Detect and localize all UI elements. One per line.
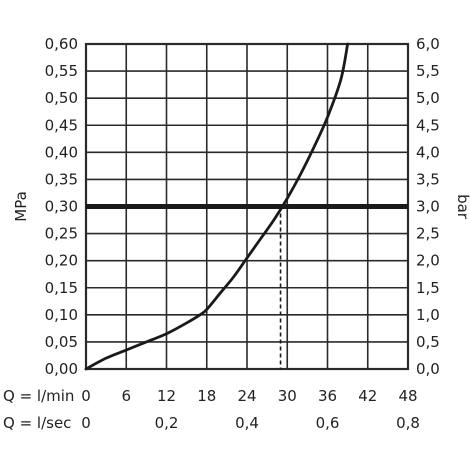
x-axis-row-label: Q = l/min bbox=[3, 387, 74, 405]
right-tick-label: 5,5 bbox=[416, 62, 440, 80]
x-tick-label: 0 bbox=[81, 414, 91, 432]
right-tick-label: 2,0 bbox=[416, 252, 440, 270]
left-tick-label: 0,35 bbox=[45, 170, 78, 188]
right-tick-label: 0,5 bbox=[416, 333, 440, 351]
x-tick-label: 12 bbox=[157, 387, 176, 405]
curve-group bbox=[84, 42, 350, 371]
x-axis-row-label: Q = l/sec bbox=[3, 414, 71, 432]
right-tick-label: 6,0 bbox=[416, 35, 440, 53]
x-tick-label: 24 bbox=[237, 387, 256, 405]
left-tick-label: 0,00 bbox=[45, 360, 78, 378]
left-tick-label: 0,55 bbox=[45, 62, 78, 80]
x-tick-label: 0,8 bbox=[396, 414, 420, 432]
x-axis-rows: Q = l/min 0 6 12 18 24 30 36 42 48 Q = l/sec 0 0,2 0,… bbox=[3, 387, 420, 432]
right-tick-label: 1,5 bbox=[416, 279, 440, 297]
x-tick-label: 0 bbox=[81, 387, 91, 405]
x-tick-label: 0,6 bbox=[316, 414, 340, 432]
right-tick-label: 4,0 bbox=[416, 143, 440, 161]
x-tick-label: 36 bbox=[318, 387, 337, 405]
left-tick-label: 0,30 bbox=[45, 198, 78, 216]
left-tick-label: 0,05 bbox=[45, 333, 78, 351]
right-tick-label: 4,5 bbox=[416, 116, 440, 134]
x-tick-label: 18 bbox=[197, 387, 216, 405]
right-tick-label: 1,0 bbox=[416, 306, 440, 324]
left-tick-label: 0,10 bbox=[45, 306, 78, 324]
flow-curve bbox=[84, 42, 350, 371]
left-tick-label: 0,45 bbox=[45, 116, 78, 134]
right-tick-labels: 0,0 0,5 1,0 1,5 2,0 2,5 3,0 3,5 4,0 4,5 5,0 5,5 6,0 bbox=[416, 35, 440, 378]
right-axis-title: bar bbox=[454, 194, 470, 220]
x-tick-label: 42 bbox=[358, 387, 377, 405]
x-tick-label: 0,2 bbox=[155, 414, 179, 432]
left-tick-label: 0,60 bbox=[45, 35, 78, 53]
left-tick-label: 0,25 bbox=[45, 225, 78, 243]
left-tick-label: 0,15 bbox=[45, 279, 78, 297]
right-tick-label: 3,5 bbox=[416, 170, 440, 188]
left-tick-label: 0,50 bbox=[45, 89, 78, 107]
x-tick-label: 48 bbox=[398, 387, 417, 405]
right-tick-label: 3,0 bbox=[416, 198, 440, 216]
left-tick-label: 0,20 bbox=[45, 252, 78, 270]
reference-line-group bbox=[86, 204, 408, 369]
right-tick-label: 0,0 bbox=[416, 360, 440, 378]
right-tick-label: 2,5 bbox=[416, 225, 440, 243]
x-tick-label: 6 bbox=[121, 387, 131, 405]
x-tick-label: 30 bbox=[278, 387, 297, 405]
x-tick-label: 0,4 bbox=[235, 414, 259, 432]
left-tick-label: 0,40 bbox=[45, 143, 78, 161]
left-axis-title: MPa bbox=[12, 191, 30, 222]
left-tick-labels: 0,00 0,05 0,10 0,15 0,20 0,25 0,30 0,35 0,40 0,45… bbox=[45, 35, 78, 378]
right-tick-label: 5,0 bbox=[416, 89, 440, 107]
